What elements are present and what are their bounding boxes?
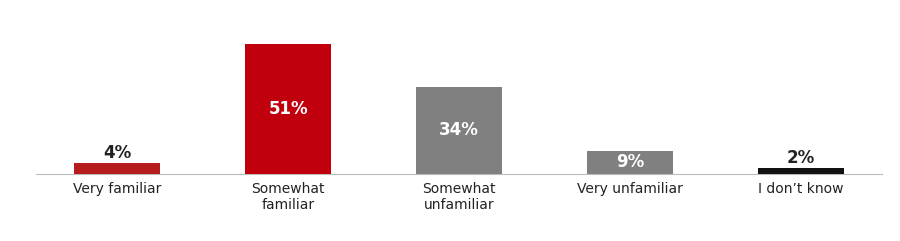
Bar <box>75 163 160 174</box>
Bar <box>758 168 843 174</box>
Text: 34%: 34% <box>439 121 479 139</box>
Text: 4%: 4% <box>104 144 131 162</box>
Text: 51%: 51% <box>268 100 308 118</box>
Bar <box>417 87 501 174</box>
Text: 2%: 2% <box>787 149 814 167</box>
Bar <box>587 151 672 174</box>
Text: 9%: 9% <box>616 153 644 171</box>
Bar <box>246 44 331 174</box>
